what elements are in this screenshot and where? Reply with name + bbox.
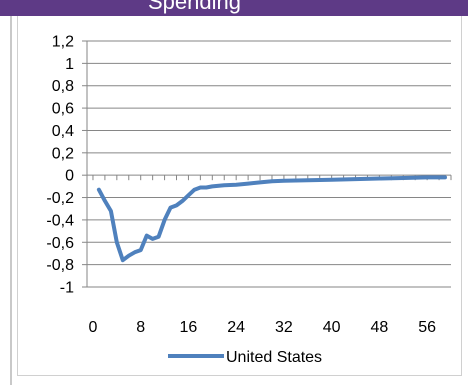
x-tick-label: 16 bbox=[180, 319, 198, 336]
gridlines bbox=[87, 40, 451, 288]
y-tick-label: 0,4 bbox=[52, 123, 74, 140]
x-tick-label: 0 bbox=[89, 319, 98, 336]
x-tick-label: 48 bbox=[370, 319, 388, 336]
x-tick-label: 40 bbox=[323, 319, 341, 336]
x-tick-label: 32 bbox=[275, 319, 293, 336]
series-group bbox=[96, 175, 447, 263]
y-tick-label: -0,6 bbox=[46, 235, 74, 252]
x-axis: 0 8 16 24 32 40 48 56 bbox=[89, 175, 452, 336]
x-tick-label: 8 bbox=[136, 319, 145, 336]
x-tick-label: 24 bbox=[227, 319, 245, 336]
y-tick-label: -0,8 bbox=[46, 257, 74, 274]
y-tick-label: 0 bbox=[65, 168, 74, 185]
y-tick-label: -0,2 bbox=[46, 190, 74, 207]
left-divider bbox=[10, 16, 12, 385]
x-tick-label: 56 bbox=[418, 319, 436, 336]
legend-label: United States bbox=[226, 349, 322, 366]
chart-frame bbox=[17, 16, 462, 376]
series-line-united-states bbox=[96, 175, 447, 263]
y-tick-label: 0,2 bbox=[52, 145, 74, 162]
y-tick-label: 1 bbox=[65, 56, 74, 73]
y-tick-label: -1 bbox=[60, 280, 74, 297]
legend: United States bbox=[168, 349, 322, 366]
header-title-fragment: Spending bbox=[148, 0, 241, 14]
y-tick-label: 1,2 bbox=[52, 34, 74, 51]
y-tick-label: 0,8 bbox=[52, 78, 74, 95]
y-tick-label: 0,6 bbox=[52, 101, 74, 118]
y-tick-label: -0,4 bbox=[46, 212, 74, 229]
header-band: Spending bbox=[0, 0, 468, 16]
y-axis-ticks: 1,2 1 0,8 0,6 0,4 0,2 0 -0,2 -0,4 -0,6 -0,8 -1 bbox=[46, 34, 88, 297]
